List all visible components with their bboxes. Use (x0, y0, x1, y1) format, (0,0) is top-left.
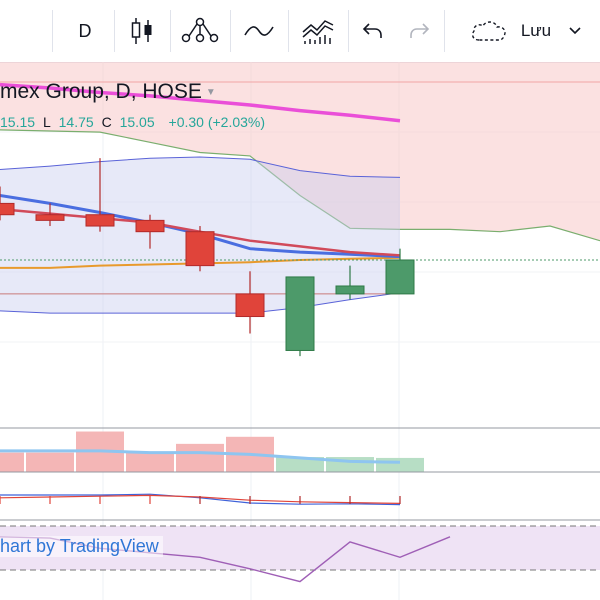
candle-body (385, 259, 415, 295)
cloud-area (0, 62, 600, 242)
chart-type-button[interactable] (116, 0, 168, 62)
interval-label: D (78, 20, 92, 41)
candle-body (0, 202, 15, 216)
change-value: +0.30 (+2.03%) (168, 114, 266, 130)
volume-bar (0, 452, 24, 472)
redo-button[interactable] (398, 0, 440, 62)
high-value: 15.15 (0, 114, 36, 130)
volume-bar (26, 452, 74, 472)
close-value: 15.05 (119, 114, 155, 130)
undo-button[interactable] (352, 0, 394, 62)
toolbar-divider (230, 10, 231, 52)
pane-separators (0, 427, 600, 521)
compare-chart-icon (302, 20, 334, 44)
band-upper-line (0, 156, 401, 178)
drawing-line-button[interactable] (234, 0, 284, 62)
close-label: C (101, 114, 112, 130)
toolbar-divider (52, 10, 53, 52)
volume-bar (176, 443, 224, 472)
candle-body (285, 276, 315, 351)
candle-body (35, 214, 65, 221)
chevron-down-icon (569, 27, 581, 35)
save-layout-button[interactable]: Lưu (450, 0, 600, 62)
candle-body (235, 293, 265, 318)
symbol-title: mex Group, D, HOSE (0, 80, 202, 103)
volume-pane (0, 431, 424, 472)
leading-span-line (0, 129, 600, 242)
candle-body (335, 285, 365, 295)
indicators-button[interactable] (172, 0, 228, 62)
macd-pane (0, 493, 401, 506)
toolbar-divider (444, 10, 445, 52)
cloud-icon (471, 21, 506, 41)
volume-bar (126, 452, 174, 472)
volume-bar (276, 457, 324, 472)
legend-dropdown-icon: ▼ (205, 86, 216, 98)
low-label: L (42, 114, 51, 130)
interval-button[interactable]: D (58, 0, 112, 62)
candlestick-series (0, 158, 415, 357)
ohlc-legend: 15.15 L 14.75 C 15.05 +0.30 (+2.03%) (0, 114, 269, 130)
chart-canvas[interactable] (0, 62, 600, 600)
toolbar-divider (114, 10, 115, 52)
symbol-legend[interactable]: mex Group, D, HOSE ▼ (0, 80, 216, 104)
wave-line-icon (244, 26, 274, 36)
tradingview-watermark[interactable]: hart by TradingView (0, 536, 163, 557)
kumo-cloud (0, 62, 600, 241)
candle-body (85, 214, 115, 227)
redo-icon (410, 23, 430, 38)
candle-body (185, 231, 215, 267)
compare-button[interactable] (290, 0, 346, 62)
band-lower-line (0, 292, 401, 314)
toolbar-divider (348, 10, 349, 52)
candlestick-icon (131, 18, 152, 44)
save-label: Lưu (520, 21, 552, 40)
volume-ma-line (0, 449, 401, 464)
toolbar-divider (288, 10, 289, 52)
toolbar: D (0, 0, 600, 63)
undo-icon (362, 23, 382, 38)
indicators-icon (181, 17, 219, 43)
ma-magenta-line (0, 82, 401, 123)
candle-body (135, 219, 165, 233)
toolbar-divider (170, 10, 171, 52)
low-value: 14.75 (58, 114, 94, 130)
volume-bar (376, 457, 424, 472)
